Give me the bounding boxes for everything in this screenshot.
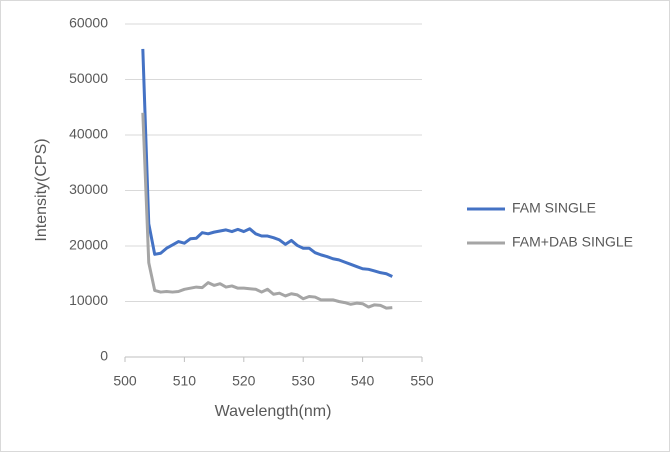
y-tick-label: 10000 <box>69 292 108 308</box>
y-tick-label: 0 <box>100 348 108 364</box>
y-tick-label: 40000 <box>69 126 108 142</box>
x-axis-title: Wavelength(nm) <box>215 403 332 420</box>
y-tick-label: 20000 <box>69 237 108 253</box>
legend-label: FAM+DAB SINGLE <box>512 234 633 250</box>
legend-label: FAM SINGLE <box>512 200 596 216</box>
y-tick-label: 50000 <box>69 70 108 86</box>
y-axis-title: Intensity(CPS) <box>33 138 50 241</box>
y-tick-label: 60000 <box>69 15 108 31</box>
x-tick-label: 550 <box>410 373 434 389</box>
line-series <box>141 48 393 278</box>
line-series <box>141 112 393 310</box>
x-tick-label: 530 <box>292 373 316 389</box>
y-tick-label: 30000 <box>69 181 108 197</box>
x-tick-label: 510 <box>173 373 197 389</box>
x-tick-label: 540 <box>351 373 375 389</box>
x-tick-label: 500 <box>113 373 137 389</box>
x-tick-label: 520 <box>232 373 256 389</box>
